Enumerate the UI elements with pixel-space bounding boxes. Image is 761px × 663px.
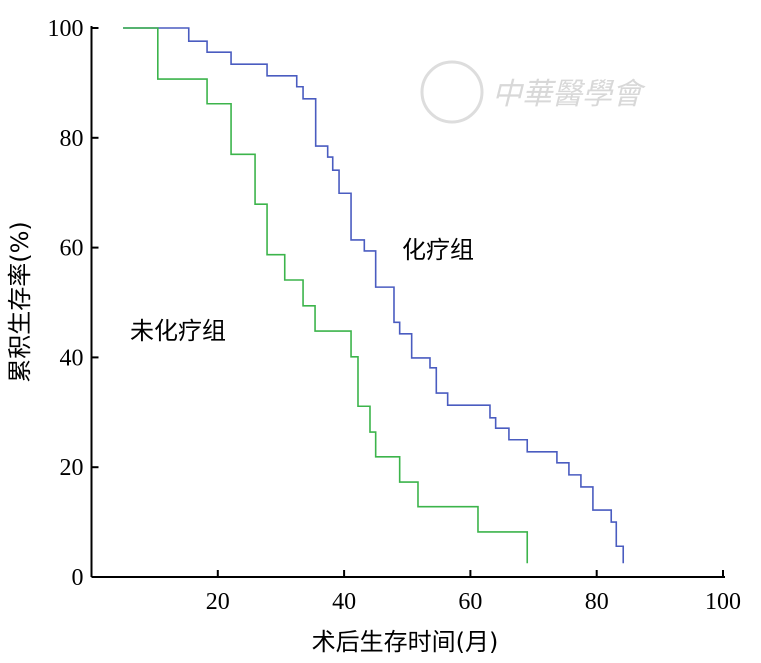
series-line-0 (123, 27, 625, 564)
series-line-1 (123, 27, 529, 564)
watermark-seal-icon (420, 60, 484, 124)
x-tick-label: 100 (705, 589, 741, 615)
y-axis-label: 累积生存率(%) (6, 221, 34, 383)
watermark: 中華醫學會 (420, 60, 646, 124)
y-tick-label: 80 (60, 126, 84, 152)
x-tick-label: 20 (206, 589, 230, 615)
x-tick-label: 60 (458, 589, 482, 615)
y-tick-label: 60 (60, 236, 84, 262)
x-tick-label: 80 (585, 589, 609, 615)
y-tick-label: 100 (48, 16, 84, 42)
y-tick-label: 40 (60, 345, 84, 371)
x-axis-label: 术后生存时间(月) (312, 628, 499, 656)
watermark-text: 中華醫學會 (492, 77, 646, 112)
x-tick-label: 40 (332, 589, 356, 615)
series-label-no-chemo: 未化疗组 (130, 317, 226, 345)
series-label-chemo: 化疗组 (402, 236, 474, 264)
y-tick-label: 0 (72, 565, 84, 591)
y-tick-label: 20 (60, 455, 84, 481)
